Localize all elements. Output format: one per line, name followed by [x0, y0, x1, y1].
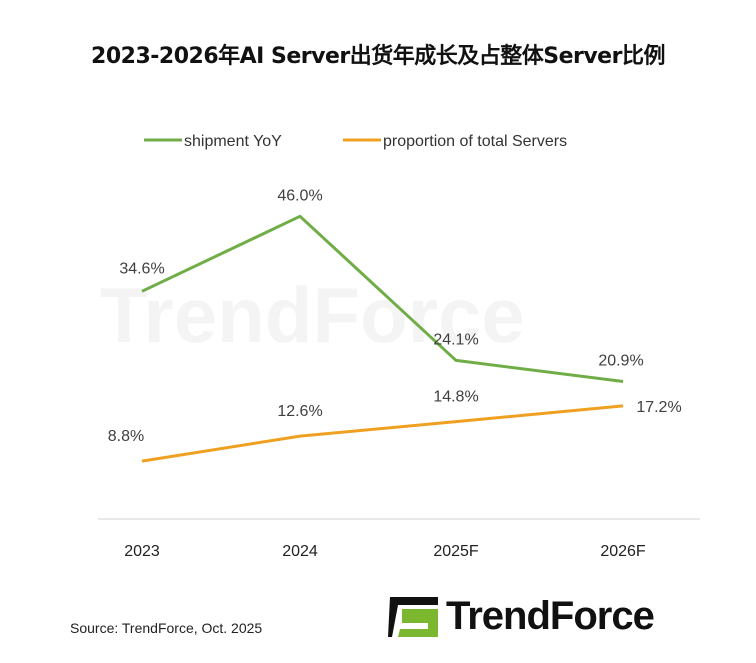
- source-note: Source: TrendForce, Oct. 2025: [70, 620, 263, 636]
- x-tick-label: 2025F: [433, 543, 479, 560]
- x-tick-label: 2026F: [600, 543, 646, 560]
- data-label: 12.6%: [277, 403, 322, 420]
- legend: shipment YoY proportion of total Servers: [144, 133, 567, 150]
- trendforce-logo-text: TrendForce: [446, 593, 655, 638]
- trendforce-logo: TrendForce: [388, 593, 655, 639]
- series-line-1: [141, 404, 624, 463]
- data-label: 8.8%: [108, 428, 144, 445]
- watermark: TrendForce: [100, 270, 525, 361]
- x-tick-label: 2023: [124, 543, 160, 560]
- x-tick-label: 2024: [282, 543, 318, 560]
- data-label: 24.1%: [433, 331, 478, 348]
- data-label: 20.9%: [598, 352, 643, 369]
- data-label: 34.6%: [119, 260, 164, 277]
- legend-label-proportion: proportion of total Servers: [383, 133, 567, 150]
- series-line-0: [141, 214, 624, 383]
- trendforce-logo-icon: [388, 597, 438, 637]
- data-label: 14.8%: [433, 389, 478, 406]
- chart-title: 2023-2026年AI Server出货年成长及占整体Server比例: [91, 44, 665, 69]
- legend-label-shipment-yoy: shipment YoY: [184, 133, 282, 150]
- data-label: 46.0%: [277, 187, 322, 204]
- data-label: 17.2%: [636, 399, 681, 416]
